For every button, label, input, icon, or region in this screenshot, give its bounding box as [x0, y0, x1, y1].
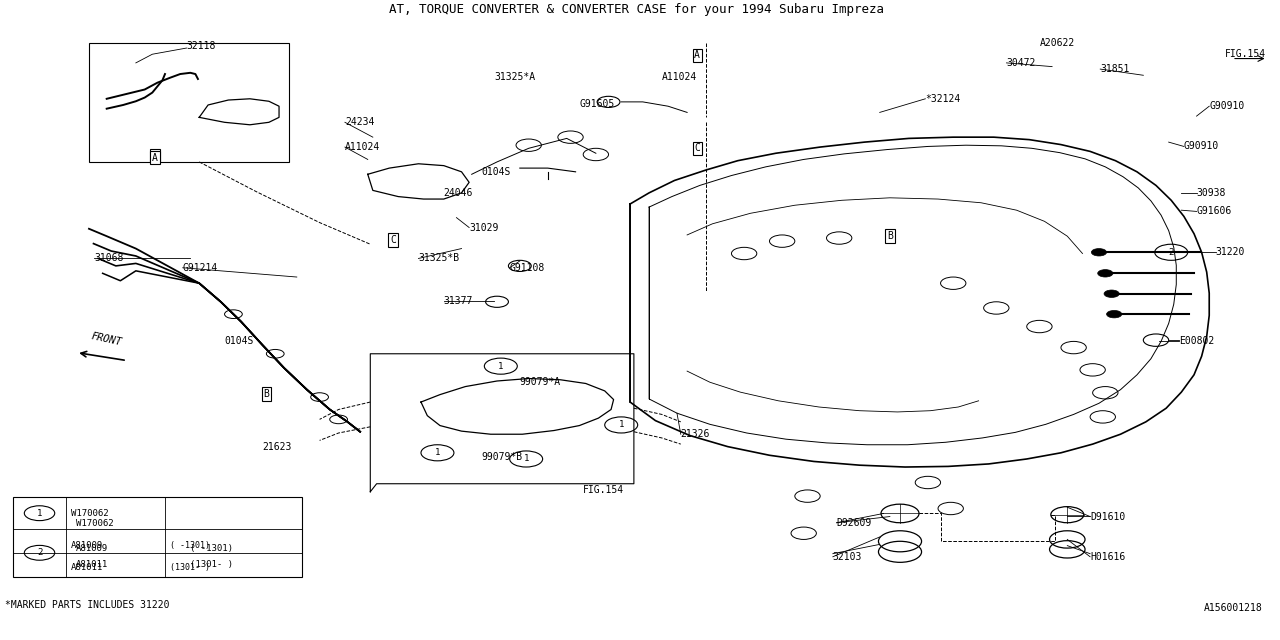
Text: 1: 1: [618, 420, 623, 429]
Circle shape: [266, 349, 284, 358]
Text: 31325*A: 31325*A: [494, 72, 535, 82]
Text: 31068: 31068: [93, 253, 123, 264]
Text: W170062: W170062: [77, 520, 114, 529]
Text: 24046: 24046: [444, 188, 474, 198]
Text: ( -1301): ( -1301): [170, 541, 210, 550]
Text: 1: 1: [37, 509, 42, 518]
Text: 30938: 30938: [1197, 188, 1226, 198]
Text: 24234: 24234: [344, 117, 374, 127]
Text: 0104S: 0104S: [224, 337, 253, 346]
Text: 31029: 31029: [470, 223, 498, 232]
Text: 1: 1: [524, 454, 529, 463]
Text: A: A: [694, 51, 700, 60]
Text: 99079*B: 99079*B: [481, 451, 524, 461]
Text: 30472: 30472: [1006, 58, 1036, 68]
Circle shape: [311, 393, 329, 401]
Text: 32118: 32118: [187, 41, 216, 51]
Text: (1301- ): (1301- ): [191, 560, 233, 569]
Text: A11024: A11024: [344, 142, 380, 152]
Text: *32124: *32124: [925, 94, 960, 104]
Text: 31851: 31851: [1101, 64, 1130, 74]
Text: A20622: A20622: [1039, 38, 1075, 48]
Text: G90910: G90910: [1184, 141, 1219, 152]
Text: G90910: G90910: [1210, 101, 1244, 111]
Text: 0104S: 0104S: [481, 167, 511, 177]
Text: FIG.154: FIG.154: [1225, 49, 1266, 60]
Text: A: A: [152, 152, 157, 163]
Text: A81011: A81011: [77, 560, 109, 569]
Text: G91214: G91214: [183, 263, 218, 273]
Bar: [13, 497, 302, 577]
Text: B: B: [264, 389, 269, 399]
Text: E00802: E00802: [1179, 337, 1213, 346]
Circle shape: [330, 415, 347, 424]
Text: G91108: G91108: [509, 263, 545, 273]
Text: A: A: [152, 151, 157, 161]
Text: *MARKED PARTS INCLUDES 31220: *MARKED PARTS INCLUDES 31220: [5, 600, 170, 610]
Text: 32103: 32103: [833, 552, 863, 562]
Text: FRONT: FRONT: [91, 332, 123, 348]
Text: 31220: 31220: [1216, 247, 1245, 257]
Title: AT, TORQUE CONVERTER & CONVERTER CASE for your 1994 Subaru Impreza: AT, TORQUE CONVERTER & CONVERTER CASE fo…: [389, 3, 884, 16]
Text: 2: 2: [1169, 248, 1174, 257]
Circle shape: [1107, 310, 1121, 318]
Circle shape: [1105, 290, 1119, 298]
Bar: [88, 43, 289, 162]
Text: D92609: D92609: [837, 518, 872, 528]
Text: 31377: 31377: [444, 296, 474, 306]
Text: A81011: A81011: [72, 563, 104, 572]
Text: 31325*B: 31325*B: [419, 253, 460, 264]
Text: C: C: [390, 235, 396, 245]
Text: A81009: A81009: [77, 544, 109, 553]
Text: H01616: H01616: [1091, 552, 1125, 562]
Text: 1: 1: [498, 362, 503, 371]
Text: C: C: [694, 143, 700, 154]
Text: G91605: G91605: [580, 99, 614, 109]
Text: A81009: A81009: [72, 541, 104, 550]
Circle shape: [224, 310, 242, 319]
Text: A11024: A11024: [662, 72, 698, 82]
Text: B: B: [887, 231, 893, 241]
Text: 21326: 21326: [681, 429, 710, 439]
Text: 2: 2: [37, 548, 42, 557]
Text: 1: 1: [435, 448, 440, 458]
Circle shape: [1092, 248, 1107, 256]
Text: G91606: G91606: [1197, 207, 1231, 216]
Text: W170062: W170062: [72, 509, 109, 518]
Text: A156001218: A156001218: [1204, 602, 1263, 612]
Text: D91610: D91610: [1091, 511, 1125, 522]
Text: FIG.154: FIG.154: [584, 485, 625, 495]
Text: ( -1301): ( -1301): [191, 544, 233, 553]
Text: 21623: 21623: [262, 442, 292, 452]
Text: (1301- ): (1301- ): [170, 563, 210, 572]
Text: 99079*A: 99079*A: [520, 376, 561, 387]
Circle shape: [1098, 269, 1112, 277]
